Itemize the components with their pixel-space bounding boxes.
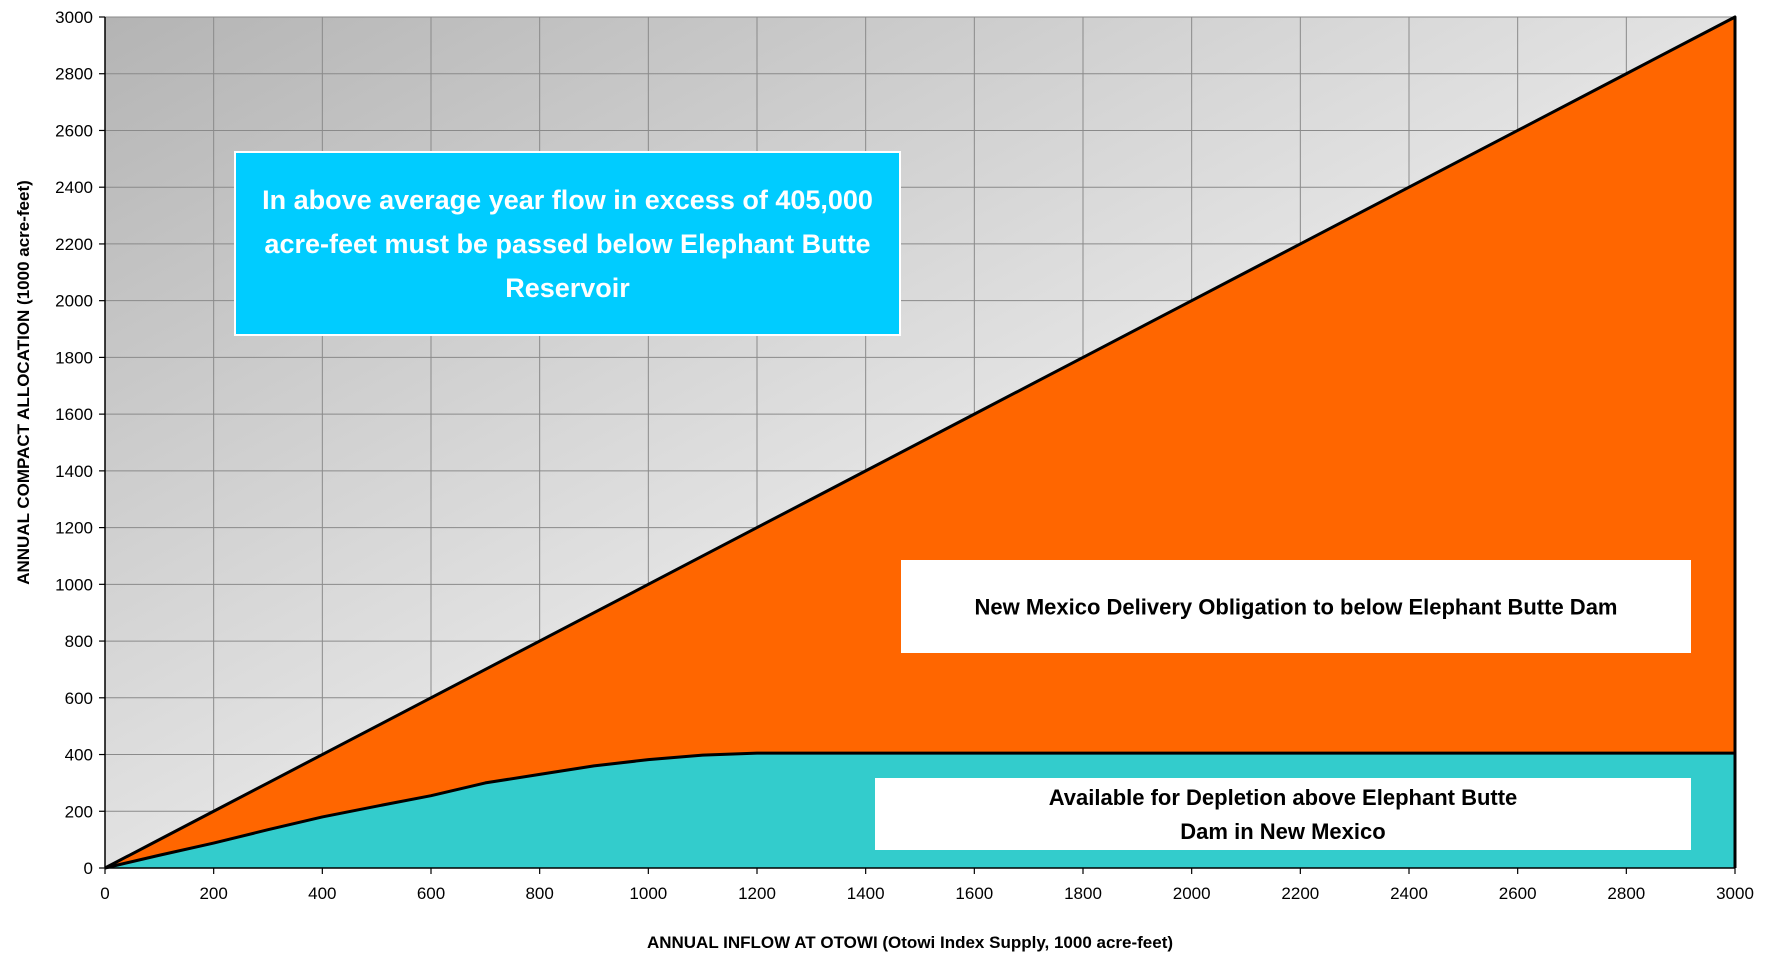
y-tick-label-10: 2000 (55, 292, 93, 311)
annotations: In above average year flow in excess of … (234, 151, 1691, 850)
annotation-0-line-1: acre-feet must be passed below Elephant … (264, 229, 870, 259)
line-delivery-obligation (104, 15, 1737, 870)
y-axis-title: ANNUAL COMPACT ALLOCATION (1000 acre-fee… (14, 180, 33, 585)
x-tick-label-2: 400 (308, 884, 336, 903)
annotation-box-2 (875, 778, 1691, 850)
x-tick-label-15: 3000 (1716, 884, 1754, 903)
annotation-box-0 (234, 151, 901, 336)
y-tick-label-3: 600 (65, 689, 93, 708)
annotation-0: In above average year flow in excess of … (234, 151, 901, 336)
x-tick-label-0: 0 (100, 884, 109, 903)
y-tick-label-12: 2400 (55, 178, 93, 197)
y-tick-label-2: 400 (65, 746, 93, 765)
x-tick-label-1: 200 (199, 884, 227, 903)
annotation-box-1 (901, 560, 1691, 653)
x-tick-label-12: 2400 (1390, 884, 1428, 903)
x-tick-label-3: 600 (417, 884, 445, 903)
y-tick-label-14: 2800 (55, 65, 93, 84)
y-tick-label-1: 200 (65, 802, 93, 821)
annotation-0-line-0: In above average year flow in excess of … (262, 185, 873, 215)
y-tick-label-4: 800 (65, 632, 93, 651)
axes (99, 16, 1736, 874)
x-tick-label-14: 2800 (1607, 884, 1645, 903)
y-tick-label-11: 2200 (55, 235, 93, 254)
x-tick-label-7: 1400 (847, 884, 885, 903)
y-tick-label-15: 3000 (55, 8, 93, 27)
annotation-1: New Mexico Delivery Obligation to below … (901, 560, 1691, 653)
x-tick-labels: 0 200 400 600 800 1000 1200 1400 1600 1800 2000 220… (100, 884, 1754, 903)
x-tick-label-6: 1200 (738, 884, 776, 903)
y-tick-label-13: 2600 (55, 121, 93, 140)
annotation-2: Available for Depletion above Elephant B… (875, 778, 1691, 850)
annotation-0-line-2: Reservoir (505, 273, 630, 303)
x-tick-label-8: 1600 (955, 884, 993, 903)
y-tick-label-0: 0 (84, 859, 93, 878)
x-tick-label-13: 2600 (1499, 884, 1537, 903)
y-tick-label-8: 1600 (55, 405, 93, 424)
x-tick-label-5: 1000 (629, 884, 667, 903)
x-tick-label-11: 2200 (1281, 884, 1319, 903)
y-tick-label-7: 1400 (55, 462, 93, 481)
x-tick-label-9: 1800 (1064, 884, 1102, 903)
x-tick-label-10: 2000 (1173, 884, 1211, 903)
line-available-depletion (104, 751, 1735, 870)
annotation-2-line-1: Dam in New Mexico (1180, 819, 1385, 844)
y-tick-label-5: 1000 (55, 575, 93, 594)
x-tick-label-4: 800 (525, 884, 553, 903)
annotation-1-line-0: New Mexico Delivery Obligation to below … (975, 594, 1618, 619)
annotation-2-line-0: Available for Depletion above Elephant B… (1049, 785, 1518, 810)
y-tick-label-9: 1800 (55, 348, 93, 367)
x-axis-title: ANNUAL INFLOW AT OTOWI (Otowi Index Supp… (647, 933, 1173, 952)
y-tick-label-6: 1200 (55, 519, 93, 538)
y-tick-labels: 0 200 400 600 800 1000 1200 1400 1600 1800 2000 220… (55, 8, 93, 878)
